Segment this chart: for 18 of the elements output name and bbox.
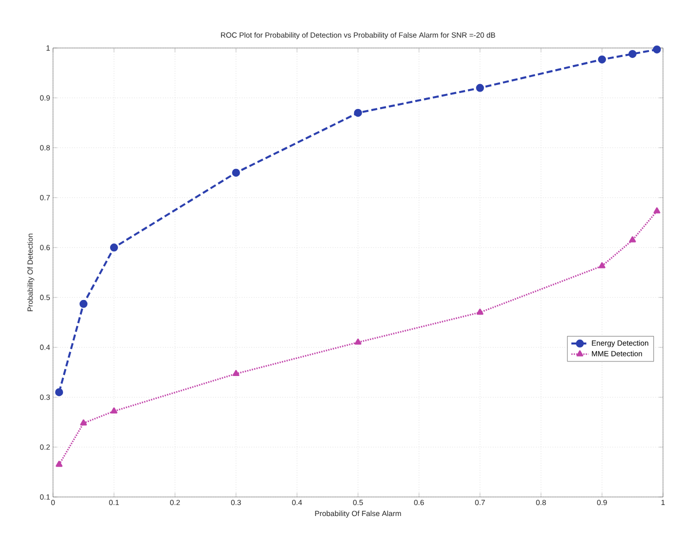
point [629,236,636,242]
point [652,46,661,54]
point [110,244,118,252]
point [56,460,62,467]
point [476,84,484,92]
point [80,300,88,308]
point [232,168,240,177]
point [654,207,660,214]
point [598,55,606,64]
point [80,419,87,426]
point [354,108,362,117]
point [628,50,636,58]
point [55,388,64,396]
point [354,338,362,345]
point [476,308,484,315]
point [598,262,606,268]
point [232,370,240,376]
point [110,407,118,414]
